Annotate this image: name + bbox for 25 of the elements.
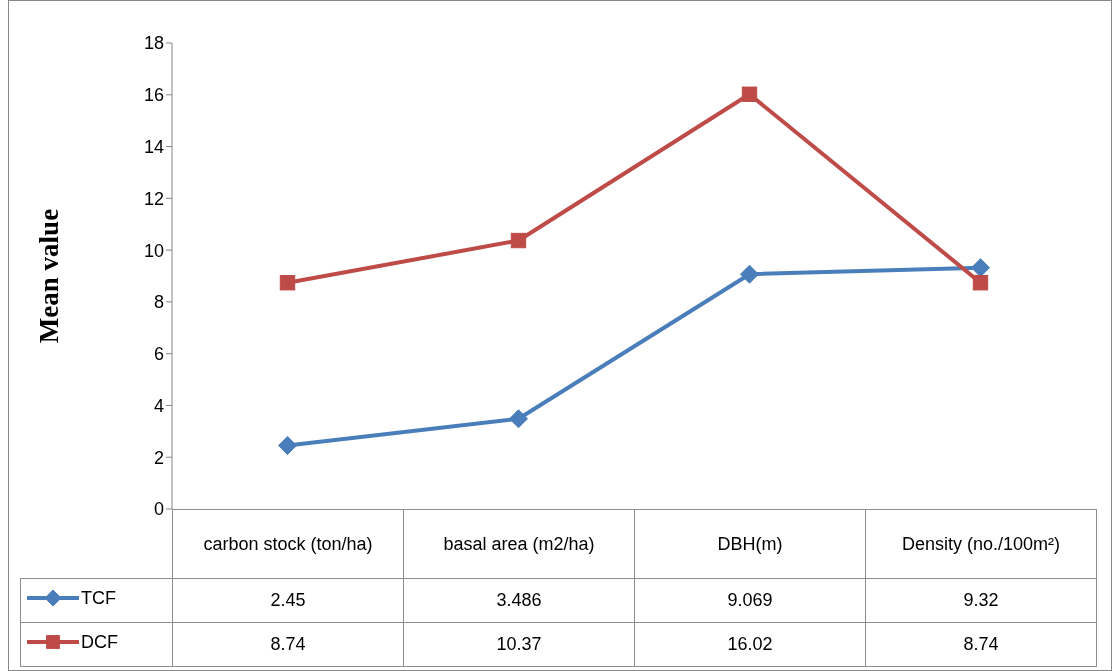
y-axis-title: Mean value [33,208,64,344]
data-label: 9.32 [865,578,1097,623]
y-tick-label: 0 [153,499,164,520]
x-tick-label: carbon stock (ton/ha) [172,509,404,579]
y-tick-label: 6 [153,344,164,365]
y-tick-label: 14 [143,136,164,157]
y-tick-label: 12 [143,188,164,209]
legend-label: TCF [81,587,116,609]
legend-label: DCF [81,631,118,653]
data-label: 9.069 [634,578,866,623]
data-label: 10.37 [403,622,635,667]
data-label: 2.45 [172,578,404,623]
data-label: 8.74 [172,622,404,667]
x-tick-label: DBH(m) [634,509,866,579]
y-tick-label: 18 [143,33,164,54]
x-tick-label: basal area (m2/ha) [403,509,635,579]
x-tick-label: Density (no./100m²) [865,509,1097,579]
y-tick-label: 2 [153,447,164,468]
y-tick-label: 4 [153,395,164,416]
data-label: 8.74 [865,622,1097,667]
y-tick-label: 8 [153,292,164,313]
data-label: 3.486 [403,578,635,623]
data-label: 16.02 [634,622,866,667]
y-tick-label: 16 [143,85,164,106]
y-tick-label: 10 [143,240,164,261]
